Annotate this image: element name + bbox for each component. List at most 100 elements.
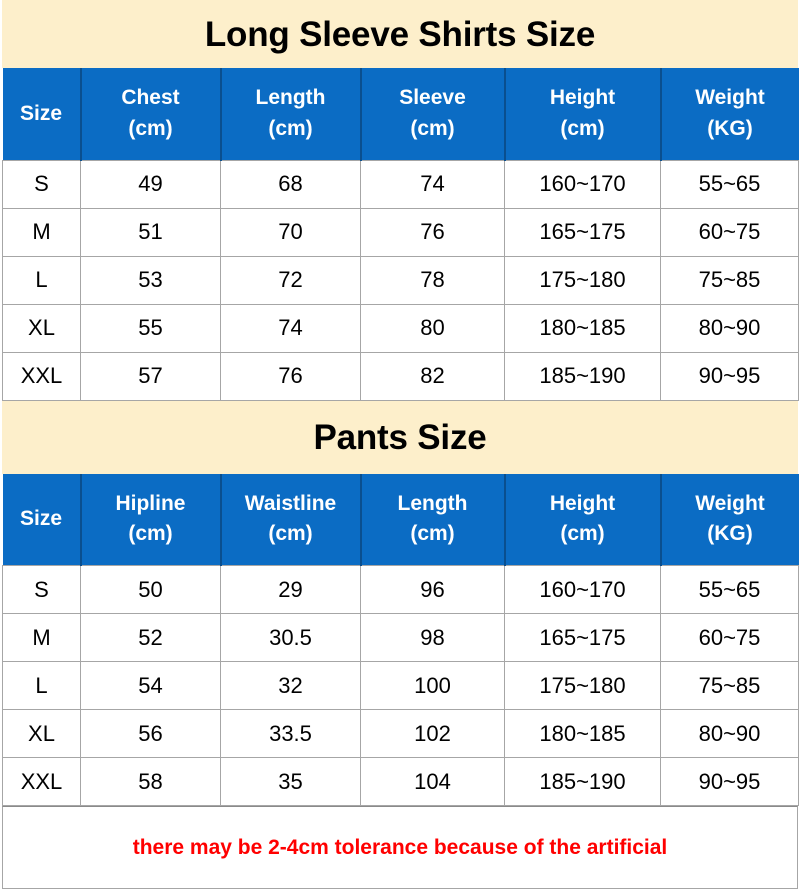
table-row: M 52 30.5 98 165~175 60~75 bbox=[2, 613, 799, 662]
pants-title: Pants Size bbox=[313, 417, 487, 457]
column-header-length-unit: (cm) bbox=[410, 522, 455, 546]
shirts-size-table: Size Chest (cm) Length (cm) Sleeve (cm) … bbox=[2, 68, 799, 401]
cell-height: 180~185 bbox=[504, 304, 661, 353]
cell-length: 96 bbox=[360, 565, 505, 614]
column-header-height-unit: (cm) bbox=[560, 522, 605, 546]
column-header-weight-label: Weight bbox=[695, 491, 765, 515]
cell-length: 100 bbox=[360, 661, 505, 710]
cell-length: 70 bbox=[220, 208, 361, 257]
cell-weight: 80~90 bbox=[660, 304, 799, 353]
cell-height: 165~175 bbox=[504, 208, 661, 257]
cell-weight: 60~75 bbox=[660, 208, 799, 257]
cell-size: L bbox=[2, 661, 81, 710]
cell-height: 160~170 bbox=[504, 159, 661, 209]
cell-chest: 51 bbox=[80, 208, 221, 257]
table-row: XXL 57 76 82 185~190 90~95 bbox=[2, 352, 799, 401]
table-row: L 54 32 100 175~180 75~85 bbox=[2, 661, 799, 710]
cell-length: 74 bbox=[220, 304, 361, 353]
cell-waistline: 29 bbox=[220, 565, 361, 614]
cell-hipline: 58 bbox=[80, 757, 221, 806]
column-header-length-label: Length bbox=[397, 491, 468, 515]
cell-height: 185~190 bbox=[504, 352, 661, 401]
pants-size-table: Size Hipline (cm) Waistline (cm) Length … bbox=[2, 473, 799, 806]
column-header-hipline-unit: (cm) bbox=[128, 522, 173, 546]
shirts-title: Long Sleeve Shirts Size bbox=[204, 14, 596, 54]
table-row: S 50 29 96 160~170 55~65 bbox=[2, 565, 799, 614]
cell-size: XL bbox=[2, 709, 81, 758]
table-header-row: Size Chest (cm) Length (cm) Sleeve (cm) … bbox=[2, 68, 799, 160]
cell-waistline: 32 bbox=[220, 661, 361, 710]
cell-waistline: 30.5 bbox=[220, 613, 361, 662]
cell-weight: 75~85 bbox=[660, 661, 799, 710]
cell-size: XXL bbox=[2, 757, 81, 806]
column-header-height: Height (cm) bbox=[503, 68, 661, 160]
cell-height: 175~180 bbox=[504, 256, 661, 305]
column-header-height-label: Height bbox=[549, 86, 616, 110]
column-header-sleeve: Sleeve (cm) bbox=[359, 68, 505, 160]
cell-chest: 55 bbox=[80, 304, 221, 353]
cell-hipline: 50 bbox=[80, 565, 221, 614]
column-header-chest-label: Chest bbox=[121, 86, 180, 110]
cell-weight: 80~90 bbox=[660, 709, 799, 758]
column-header-weight: Weight (KG) bbox=[659, 473, 799, 566]
column-header-chest-unit: (cm) bbox=[128, 116, 173, 140]
column-header-weight-unit: (KG) bbox=[707, 116, 753, 140]
cell-size: M bbox=[2, 208, 81, 257]
cell-length: 72 bbox=[220, 256, 361, 305]
cell-sleeve: 78 bbox=[360, 256, 505, 305]
column-header-weight: Weight (KG) bbox=[659, 68, 799, 160]
table-row: XL 56 33.5 102 180~185 80~90 bbox=[2, 709, 799, 758]
cell-size: XXL bbox=[2, 352, 81, 401]
cell-weight: 90~95 bbox=[660, 757, 799, 806]
column-header-length-label: Length bbox=[255, 86, 326, 110]
cell-height: 185~190 bbox=[504, 757, 661, 806]
cell-sleeve: 74 bbox=[360, 159, 505, 209]
column-header-length: Length (cm) bbox=[219, 68, 361, 160]
cell-hipline: 54 bbox=[80, 661, 221, 710]
cell-length: 68 bbox=[220, 159, 361, 209]
cell-sleeve: 76 bbox=[360, 208, 505, 257]
column-header-sleeve-unit: (cm) bbox=[410, 116, 455, 140]
cell-size: XL bbox=[2, 304, 81, 353]
column-header-size-label: Size bbox=[19, 101, 63, 125]
cell-sleeve: 82 bbox=[360, 352, 505, 401]
cell-hipline: 52 bbox=[80, 613, 221, 662]
cell-weight: 75~85 bbox=[660, 256, 799, 305]
column-header-sleeve-label: Sleeve bbox=[399, 86, 466, 110]
column-header-weight-unit: (KG) bbox=[707, 522, 753, 546]
column-header-waistline-unit: (cm) bbox=[268, 522, 313, 546]
column-header-height: Height (cm) bbox=[503, 473, 661, 566]
column-header-chest: Chest (cm) bbox=[79, 68, 221, 160]
cell-height: 160~170 bbox=[504, 565, 661, 614]
column-header-weight-label: Weight bbox=[695, 86, 765, 110]
tolerance-note: there may be 2-4cm tolerance because of … bbox=[2, 806, 798, 889]
cell-hipline: 56 bbox=[80, 709, 221, 758]
column-header-size-label: Size bbox=[19, 507, 63, 531]
table-header-row: Size Hipline (cm) Waistline (cm) Length … bbox=[2, 473, 799, 566]
pants-title-band: Pants Size bbox=[2, 400, 798, 474]
table-row: S 49 68 74 160~170 55~65 bbox=[2, 159, 799, 209]
cell-height: 165~175 bbox=[504, 613, 661, 662]
cell-weight: 55~65 bbox=[660, 159, 799, 209]
column-header-height-label: Height bbox=[549, 491, 616, 515]
cell-chest: 53 bbox=[80, 256, 221, 305]
cell-waistline: 33.5 bbox=[220, 709, 361, 758]
cell-length: 102 bbox=[360, 709, 505, 758]
cell-size: S bbox=[2, 565, 81, 614]
cell-size: L bbox=[2, 256, 81, 305]
column-header-waistline-label: Waistline bbox=[244, 491, 337, 515]
cell-size: S bbox=[2, 159, 81, 209]
shirts-title-band: Long Sleeve Shirts Size bbox=[2, 0, 798, 68]
table-row: M 51 70 76 165~175 60~75 bbox=[2, 208, 799, 257]
cell-length: 98 bbox=[360, 613, 505, 662]
cell-height: 180~185 bbox=[504, 709, 661, 758]
cell-height: 175~180 bbox=[504, 661, 661, 710]
column-header-length-unit: (cm) bbox=[268, 116, 313, 140]
table-row: XL 55 74 80 180~185 80~90 bbox=[2, 304, 799, 353]
column-header-size: Size bbox=[2, 68, 81, 160]
column-header-height-unit: (cm) bbox=[560, 116, 605, 140]
cell-weight: 55~65 bbox=[660, 565, 799, 614]
column-header-size: Size bbox=[2, 473, 81, 566]
cell-chest: 57 bbox=[80, 352, 221, 401]
